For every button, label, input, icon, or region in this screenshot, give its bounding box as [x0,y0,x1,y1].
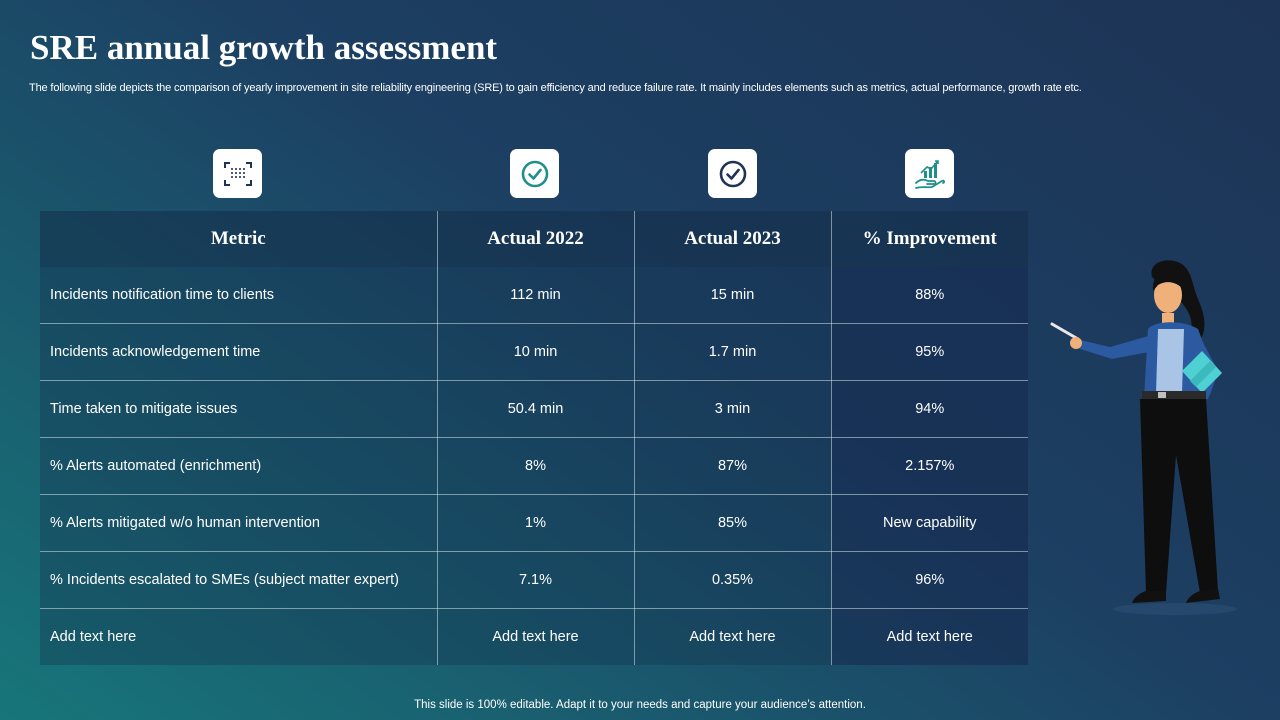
actual-2022-cell: 1% [436,494,635,552]
improvement-cell: Add text here [830,608,1028,665]
header-improvement: % Improvement [830,211,1028,267]
actual-2023-cell: 87% [633,437,832,495]
actual-2022-cell: 7.1% [436,551,635,609]
actual-2023-cell: 3 min [633,380,832,438]
actual-2023-cell: 85% [633,494,832,552]
improvement-cell: 2.157% [830,437,1028,495]
slide-subtitle: The following slide depicts the comparis… [29,82,1082,94]
metric-cell: % Incidents escalated to SMEs (subject m… [40,551,438,609]
metric-cell: Add text here [40,608,438,665]
table-row: % Alerts mitigated w/o human interventio… [40,494,1028,552]
table-row: % Alerts automated (enrichment) 8% 87% 2… [40,437,1028,495]
improvement-cell: 88% [830,267,1028,324]
improvement-cell: 94% [830,380,1028,438]
actual-2022-cell: 112 min [436,267,635,324]
check-circle-icon [708,149,757,198]
header-actual-2023: Actual 2023 [633,211,832,267]
actual-2022-cell: 10 min [436,323,635,381]
metric-cell: % Alerts mitigated w/o human interventio… [40,494,438,552]
barcode-scan-icon [213,149,262,198]
growth-chart-hand-icon [905,149,954,198]
table-row: % Incidents escalated to SMEs (subject m… [40,551,1028,609]
table-row: Add text here Add text here Add text her… [40,608,1028,665]
improvement-cell: 96% [830,551,1028,609]
footer-note: This slide is 100% editable. Adapt it to… [414,699,866,711]
metric-cell: Time taken to mitigate issues [40,380,438,438]
metric-cell: Incidents notification time to clients [40,267,438,324]
presenter-illustration [1050,260,1237,615]
slide-title: SRE annual growth assessment [30,28,498,67]
improvement-cell: 95% [830,323,1028,381]
check-circle-icon [510,149,559,198]
table-header-row: Metric Actual 2022 Actual 2023 % Improve… [40,211,1028,267]
actual-2023-cell: 0.35% [633,551,832,609]
metric-cell: Incidents acknowledgement time [40,323,438,381]
table-row: Incidents notification time to clients 1… [40,267,1028,324]
actual-2022-cell: Add text here [436,608,635,665]
actual-2023-cell: 15 min [633,267,832,324]
assessment-table: Metric Actual 2022 Actual 2023 % Improve… [40,211,1028,665]
table-row: Time taken to mitigate issues 50.4 min 3… [40,380,1028,438]
improvement-cell: New capability [830,494,1028,552]
table-row: Incidents acknowledgement time 10 min 1.… [40,323,1028,381]
header-actual-2022: Actual 2022 [436,211,635,267]
actual-2023-cell: 1.7 min [633,323,832,381]
actual-2022-cell: 50.4 min [436,380,635,438]
header-metric: Metric [40,211,438,267]
actual-2023-cell: Add text here [633,608,832,665]
actual-2022-cell: 8% [436,437,635,495]
metric-cell: % Alerts automated (enrichment) [40,437,438,495]
